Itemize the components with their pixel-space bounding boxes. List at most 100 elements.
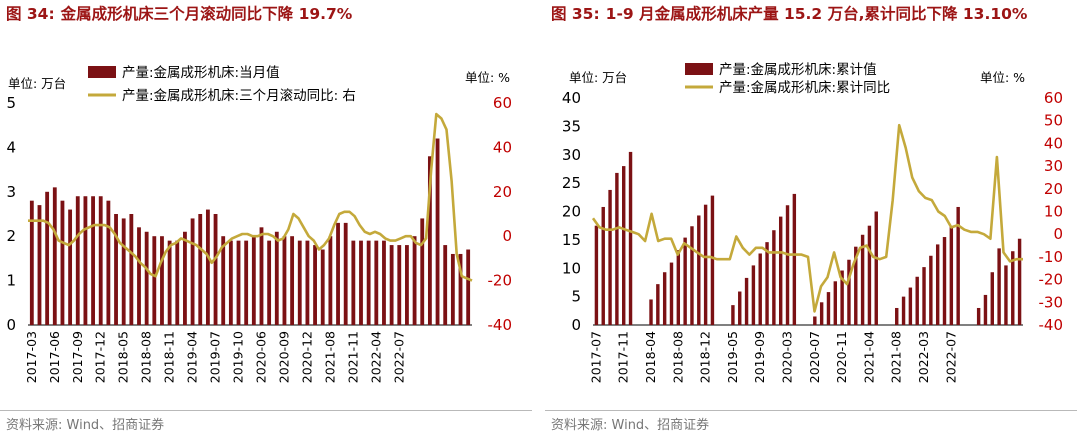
y-right-tick-label: -30 bbox=[1039, 293, 1064, 311]
bar bbox=[175, 240, 180, 325]
bar bbox=[819, 302, 824, 325]
y-left-tick-label: 2 bbox=[6, 227, 16, 245]
bar bbox=[121, 218, 126, 325]
y-right-tick-label: -40 bbox=[488, 316, 513, 334]
bar bbox=[443, 245, 448, 325]
x-tick-label: 2020-06 bbox=[253, 331, 268, 383]
legend: 产量:金属成形机床:累计值 产量:金属成形机床:累计同比 bbox=[685, 62, 890, 96]
figure-number: 图 34: bbox=[6, 5, 55, 23]
plot-area: 0 5 10 15 20 25 30 35 40 -40 -30 -20 -10 0 10 20 30 40 50 6… bbox=[562, 89, 1063, 383]
y-left-tick-label: 35 bbox=[562, 117, 581, 135]
figure-title: 图 34: 金属成形机床三个月滚动同比下降 19.7% bbox=[6, 3, 526, 26]
bar bbox=[68, 209, 73, 325]
bar bbox=[744, 277, 749, 325]
figure-title-text: 1-9 月金属成形机床产量 15.2 万台,累计同比下降 13.10% bbox=[605, 5, 1028, 23]
bar bbox=[813, 316, 817, 325]
bar bbox=[758, 253, 762, 325]
x-tick-label: 2017-11 bbox=[616, 331, 631, 383]
bar bbox=[114, 214, 118, 325]
bar bbox=[397, 245, 402, 325]
bar bbox=[765, 242, 769, 325]
source-note: 资料来源: Wind、招商证券 bbox=[551, 418, 710, 433]
y-left-tick-label: 10 bbox=[562, 259, 581, 277]
y-right-tick-label: 40 bbox=[493, 138, 512, 156]
x-tick-label: 2020-11 bbox=[834, 331, 849, 383]
bar bbox=[183, 231, 187, 325]
x-tick-label: 2020-12 bbox=[299, 331, 314, 383]
x-tick-label: 2020-07 bbox=[807, 331, 822, 383]
bar bbox=[908, 287, 913, 325]
bar bbox=[91, 196, 95, 325]
y-left-tick-label: 0 bbox=[571, 316, 581, 334]
bar bbox=[160, 236, 164, 325]
x-tick-label: 2019-10 bbox=[231, 331, 246, 383]
bar bbox=[152, 236, 157, 325]
right-axis-unit: 单位: % bbox=[980, 70, 1025, 85]
bar bbox=[343, 222, 348, 325]
bar bbox=[854, 246, 858, 325]
bar bbox=[137, 227, 141, 325]
y-left-tick-label: 3 bbox=[6, 183, 16, 201]
x-tick-label: 2018-11 bbox=[162, 331, 177, 383]
bar bbox=[198, 214, 203, 325]
series-line bbox=[591, 123, 1023, 313]
bar bbox=[29, 200, 34, 325]
x-tick-label: 2020-09 bbox=[276, 331, 291, 383]
chart-35: 单位: 万台 单位: % 产量:金属成形机床:累计值 产量:金属成形机床:累计同… bbox=[562, 62, 1063, 383]
bar bbox=[703, 204, 708, 325]
bar bbox=[382, 240, 386, 325]
bar bbox=[935, 244, 940, 325]
bar bbox=[738, 291, 742, 325]
bar bbox=[915, 276, 919, 325]
x-tick-label: 2017-09 bbox=[70, 331, 85, 383]
bar bbox=[990, 272, 994, 325]
bar bbox=[213, 214, 218, 325]
x-tick-label: 2017-03 bbox=[24, 331, 39, 383]
bar bbox=[320, 249, 325, 325]
bar bbox=[389, 245, 394, 325]
y-right-tick-label: 20 bbox=[1044, 180, 1063, 198]
x-tick-label: 2018-08 bbox=[670, 331, 685, 383]
x-tick-label: 2022-03 bbox=[916, 331, 931, 383]
x-tick-label: 2022-07 bbox=[943, 331, 958, 383]
legend-bar-label: 产量:金属成形机床:当月值 bbox=[122, 65, 280, 81]
bar bbox=[860, 234, 865, 325]
bar bbox=[1011, 251, 1015, 325]
bar bbox=[731, 305, 735, 325]
bar bbox=[167, 240, 172, 325]
x-tick-label: 2018-12 bbox=[698, 331, 713, 383]
y-left-tick-label: 40 bbox=[562, 89, 581, 107]
y-right-tick-label: 60 bbox=[1044, 89, 1063, 107]
bar bbox=[282, 236, 287, 325]
x-tick-label: 2019-07 bbox=[208, 331, 223, 383]
bar bbox=[895, 307, 899, 325]
x-tick-label: 2019-05 bbox=[725, 331, 740, 383]
bar bbox=[106, 200, 111, 325]
figure-35-panel: 图 35: 1-9 月金属成形机床产量 15.2 万台,累计同比下降 13.10%… bbox=[545, 0, 1080, 436]
bar bbox=[205, 209, 210, 325]
y-left-tick-label: 5 bbox=[571, 288, 581, 306]
x-tick-label: 2022-07 bbox=[391, 331, 406, 383]
right-axis-unit: 单位: % bbox=[465, 70, 510, 85]
bar bbox=[840, 270, 844, 325]
left-axis-unit: 单位: 万台 bbox=[569, 70, 627, 85]
bar bbox=[412, 236, 417, 325]
bar bbox=[144, 231, 149, 325]
bar bbox=[274, 231, 279, 325]
y-left-tick-label: 30 bbox=[562, 146, 581, 164]
y-right-tick-label: -20 bbox=[488, 272, 513, 290]
x-tick-label: 2018-08 bbox=[139, 331, 154, 383]
bar bbox=[942, 237, 947, 325]
plot-area: 0 1 2 3 4 5 -40 -20 0 20 40 60 2017-03 2017-06 2017-09… bbox=[6, 94, 512, 383]
bar bbox=[336, 222, 340, 325]
x-tick-label: 2021-04 bbox=[861, 331, 876, 383]
bar bbox=[669, 262, 674, 325]
bar bbox=[615, 172, 619, 325]
y-right-tick-label: -10 bbox=[1039, 248, 1064, 266]
bar bbox=[297, 240, 302, 325]
bar bbox=[267, 240, 272, 325]
bar bbox=[313, 245, 317, 325]
y-right-tick-label: 50 bbox=[1044, 112, 1063, 130]
bar bbox=[427, 156, 432, 325]
bar bbox=[622, 166, 626, 325]
